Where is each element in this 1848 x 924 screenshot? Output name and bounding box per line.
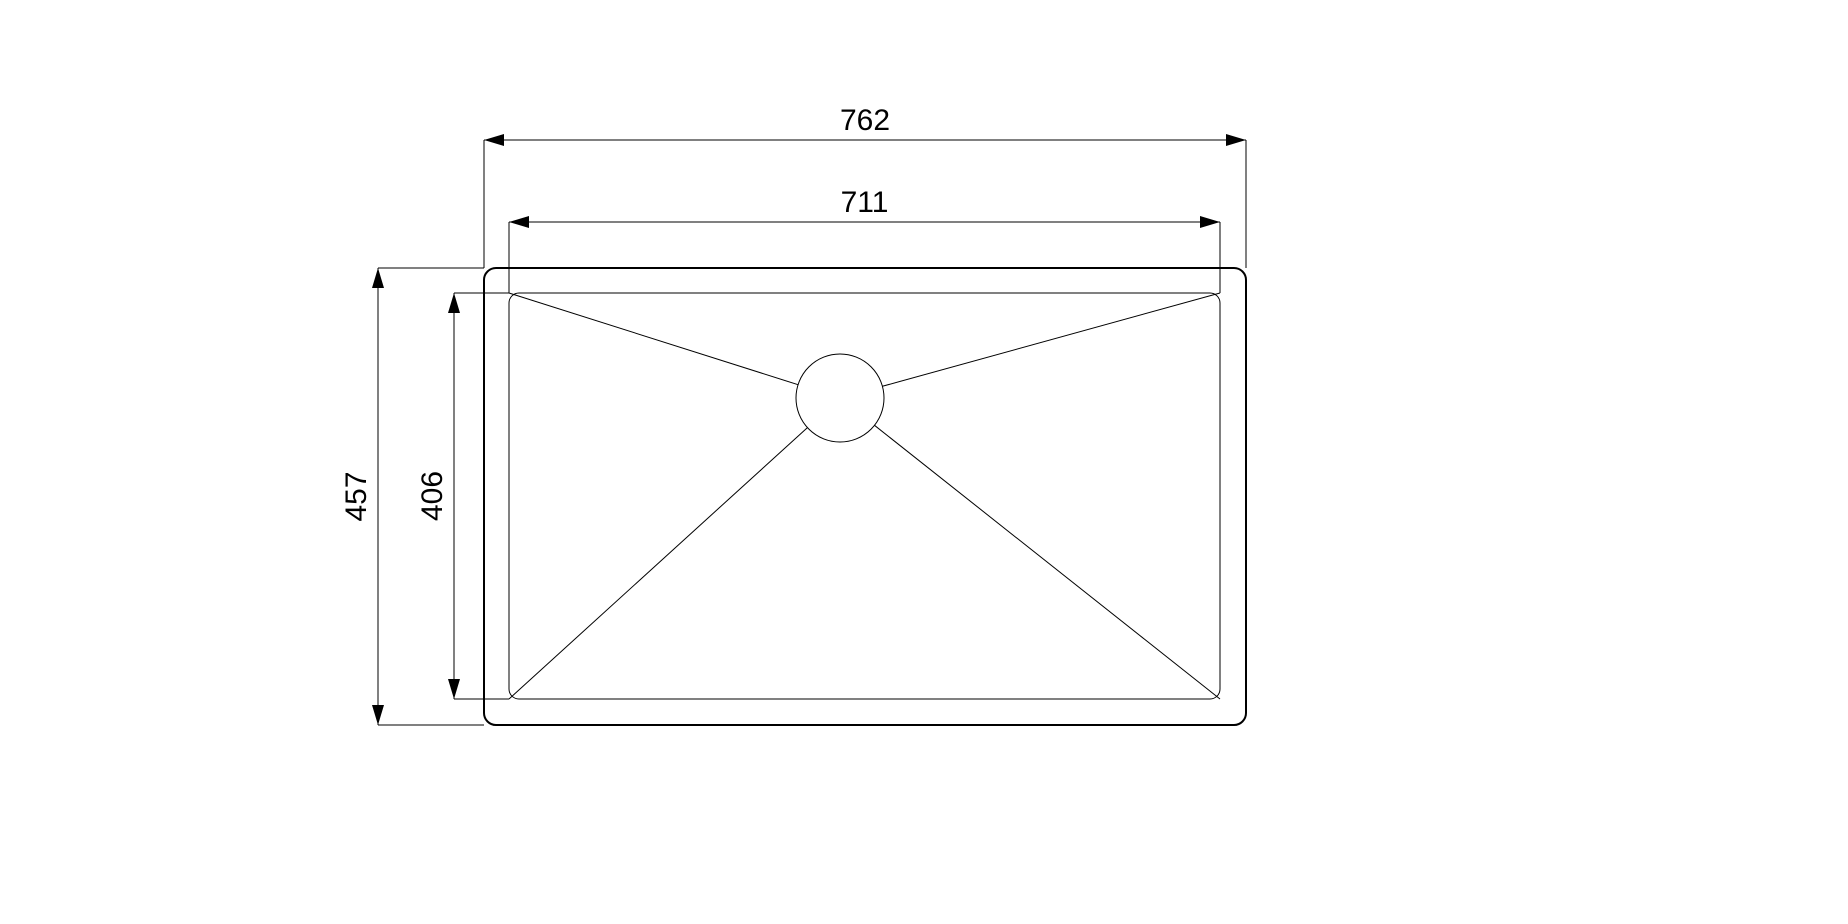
basin-fold-line	[874, 425, 1220, 699]
dim-inner-width-label: 711	[841, 186, 889, 219]
dim-arrowhead	[372, 705, 384, 725]
basin-fold-line	[509, 293, 798, 385]
basin-fold-line	[882, 293, 1220, 386]
dim-arrowhead	[1200, 216, 1220, 228]
inner-rect	[509, 293, 1220, 699]
dim-arrowhead	[448, 679, 460, 699]
dim-arrowhead	[1226, 134, 1246, 146]
dim-inner-height: 406	[416, 293, 509, 699]
dim-outer-height: 457	[340, 268, 484, 725]
dim-outer-height-label: 457	[340, 471, 373, 521]
dim-arrowhead	[448, 293, 460, 313]
dim-inner-height-label: 406	[416, 471, 449, 521]
dim-arrowhead	[484, 134, 504, 146]
dim-arrowhead	[509, 216, 529, 228]
outer-rect	[484, 268, 1246, 725]
basin-fold-line	[509, 428, 807, 699]
dim-inner-width: 711	[509, 186, 1220, 293]
dim-outer-width-label: 762	[840, 104, 890, 137]
dim-arrowhead	[372, 268, 384, 288]
drain-circle	[796, 354, 884, 442]
